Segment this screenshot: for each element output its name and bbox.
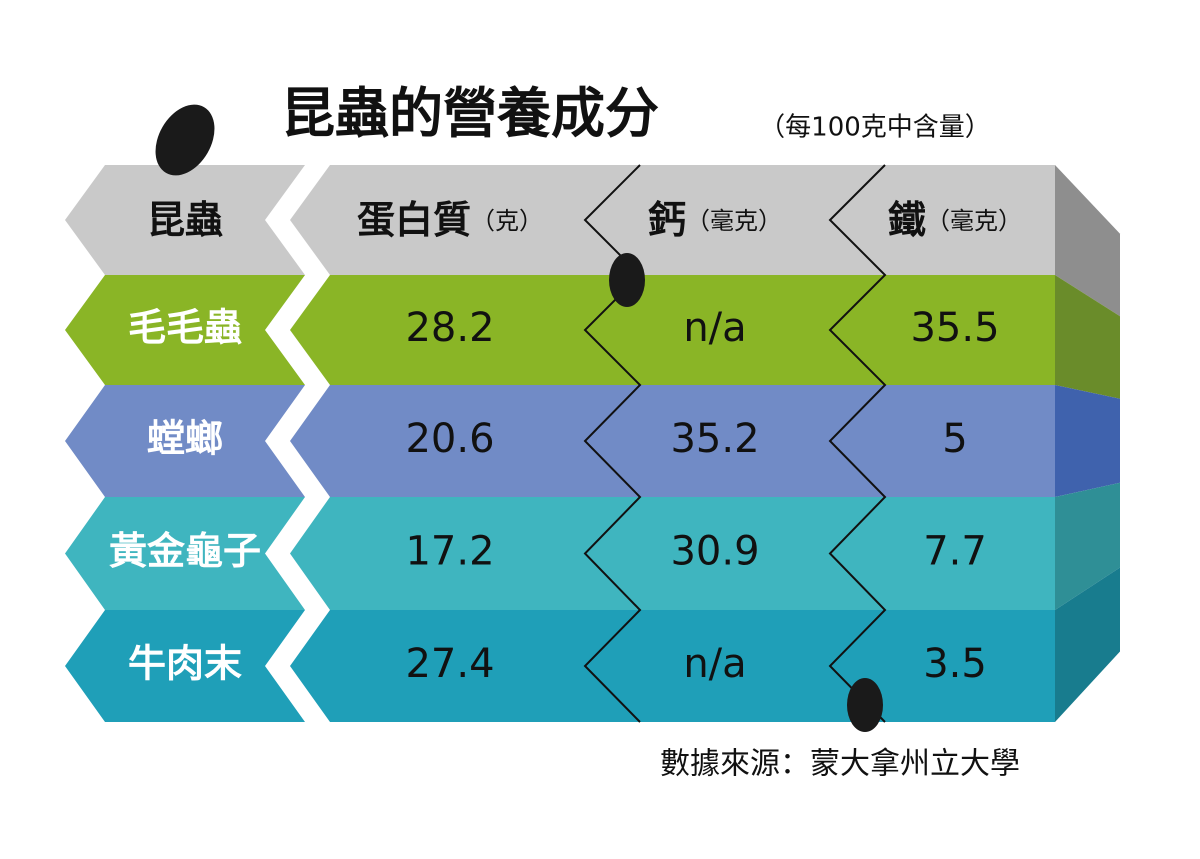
label-chevron xyxy=(65,275,305,385)
row-side xyxy=(1055,165,1120,317)
beetle-icon xyxy=(155,104,215,176)
cell-value: 3.5 xyxy=(923,641,987,687)
row-side xyxy=(1055,482,1120,610)
cell-value: 7.7 xyxy=(923,529,987,575)
cell-value: 30.9 xyxy=(670,529,759,575)
column-unit: （毫克） xyxy=(686,207,782,235)
column-unit: （克） xyxy=(471,207,543,235)
beetle-icon xyxy=(609,253,645,307)
cell-value: n/a xyxy=(683,641,746,687)
label-chevron xyxy=(65,610,305,722)
cell-value: 28.2 xyxy=(405,305,494,351)
subtitle: （每100克中含量） xyxy=(759,113,991,143)
row-label: 黃金龜子 xyxy=(109,529,261,573)
column-divider xyxy=(828,164,887,723)
table-bands xyxy=(65,164,1120,723)
label-chevron xyxy=(65,497,305,610)
row-label: 毛毛蟲 xyxy=(128,306,242,350)
row-band xyxy=(290,165,1055,275)
column-unit: （毫克） xyxy=(926,207,1022,235)
cell-value: 35.2 xyxy=(670,416,759,462)
column-name: 鈣 xyxy=(648,198,686,242)
cell-value: 20.6 xyxy=(405,416,494,462)
title: 昆蟲的營養成分 xyxy=(281,81,659,145)
row-band xyxy=(290,385,1055,497)
label-chevron xyxy=(65,165,305,275)
row-side xyxy=(1055,275,1120,399)
decorations xyxy=(155,104,883,732)
column-header: 鐵（毫克） xyxy=(888,198,1022,242)
cell-value: 35.5 xyxy=(910,305,999,351)
column-name: 昆蟲 xyxy=(147,198,223,242)
cell-value: 17.2 xyxy=(405,529,494,575)
label-chevron xyxy=(65,385,305,497)
row-band xyxy=(290,275,1055,385)
row-side xyxy=(1055,567,1120,722)
table: 昆蟲 蛋白質（克） 鈣（毫克） 鐵（毫克）毛毛蟲 28.2 n/a 35.5螳螂 20.6 35… xyxy=(109,198,1022,688)
beetle-icon xyxy=(847,678,883,732)
row-side xyxy=(1055,385,1120,497)
row-band xyxy=(290,497,1055,610)
column-header: 蛋白質（克） xyxy=(357,198,543,242)
column-header: 昆蟲 xyxy=(147,198,223,242)
cell-value: 27.4 xyxy=(405,641,494,687)
column-name: 鐵 xyxy=(888,198,926,242)
cell-value: n/a xyxy=(683,305,746,351)
column-header: 鈣（毫克） xyxy=(648,198,782,242)
row-label: 牛肉末 xyxy=(128,642,242,686)
cell-value: 5 xyxy=(942,416,967,462)
source: 數據來源：蒙大拿州立大學 xyxy=(660,747,1020,782)
column-name: 蛋白質 xyxy=(357,198,471,242)
row-label: 螳螂 xyxy=(147,417,223,461)
